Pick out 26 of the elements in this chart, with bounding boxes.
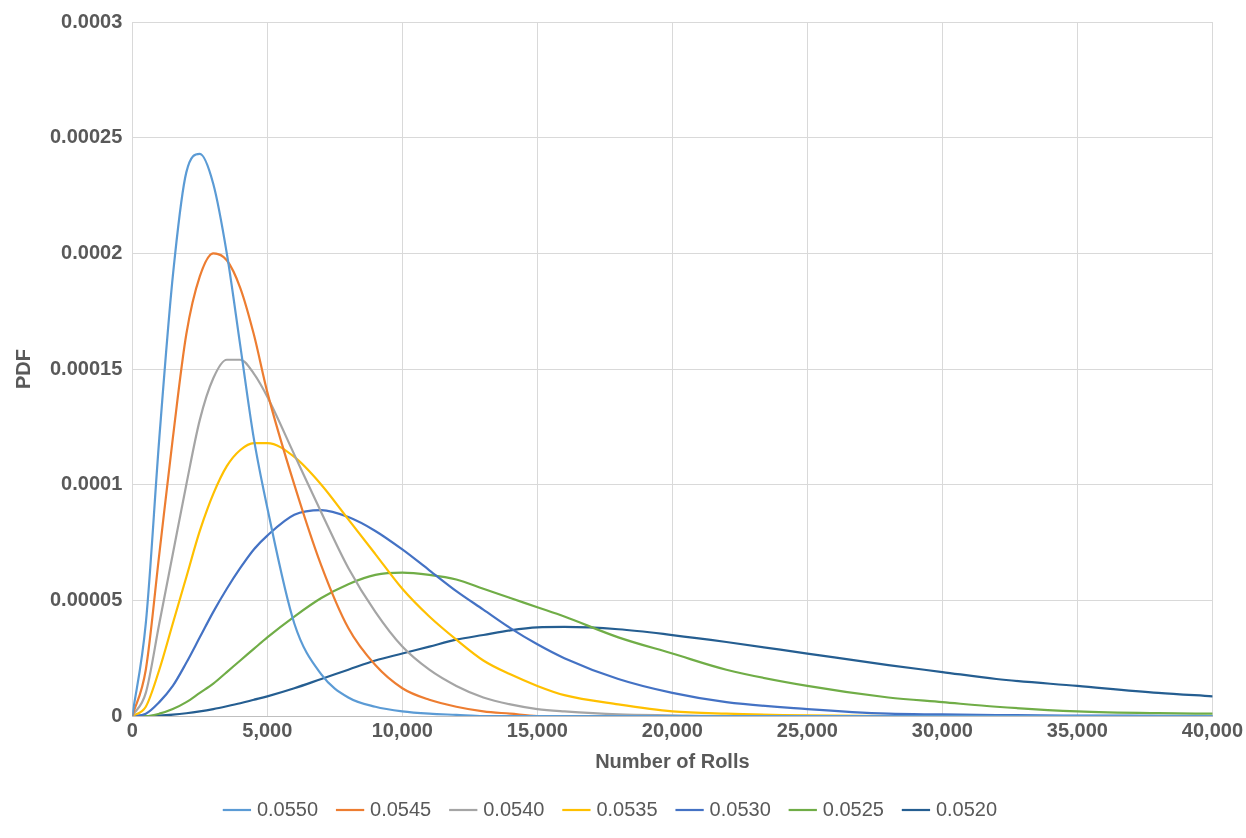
legend-label: 0.0545	[370, 797, 432, 820]
x-tick-label: 30,000	[911, 718, 973, 741]
legend-label: 0.0525	[822, 797, 884, 820]
x-tick-label: 5,000	[242, 718, 293, 741]
y-tick-label: 0.00015	[50, 356, 123, 379]
y-tick-label: 0.0003	[61, 9, 123, 32]
x-axis-title: Number of Rolls	[595, 749, 750, 772]
x-tick-label: 35,000	[1046, 718, 1108, 741]
legend-label: 0.0550	[256, 797, 319, 820]
x-tick-label: 10,000	[371, 718, 433, 741]
line-series	[132, 152, 1213, 716]
legend-label: 0.0530	[709, 797, 771, 820]
x-tick-label: 20,000	[641, 718, 703, 741]
legend-label: 0.0535	[596, 797, 658, 820]
legend-label: 0.0520	[935, 797, 998, 820]
y-tick-label: 0.00005	[50, 587, 123, 610]
legend-label: 0.0540	[483, 797, 545, 820]
y-axis-title: PDF	[11, 349, 34, 389]
x-tick-label: 25,000	[776, 718, 838, 741]
x-tick-label: 0	[126, 718, 138, 741]
y-tick-label: 0.00025	[50, 125, 123, 148]
y-tick-label: 0.0002	[61, 240, 123, 263]
y-tick-label: 0.0001	[61, 472, 123, 495]
x-tick-label: 15,000	[506, 718, 568, 741]
y-tick-label: 0	[111, 703, 123, 726]
x-tick-label: 40,000	[1181, 718, 1243, 741]
